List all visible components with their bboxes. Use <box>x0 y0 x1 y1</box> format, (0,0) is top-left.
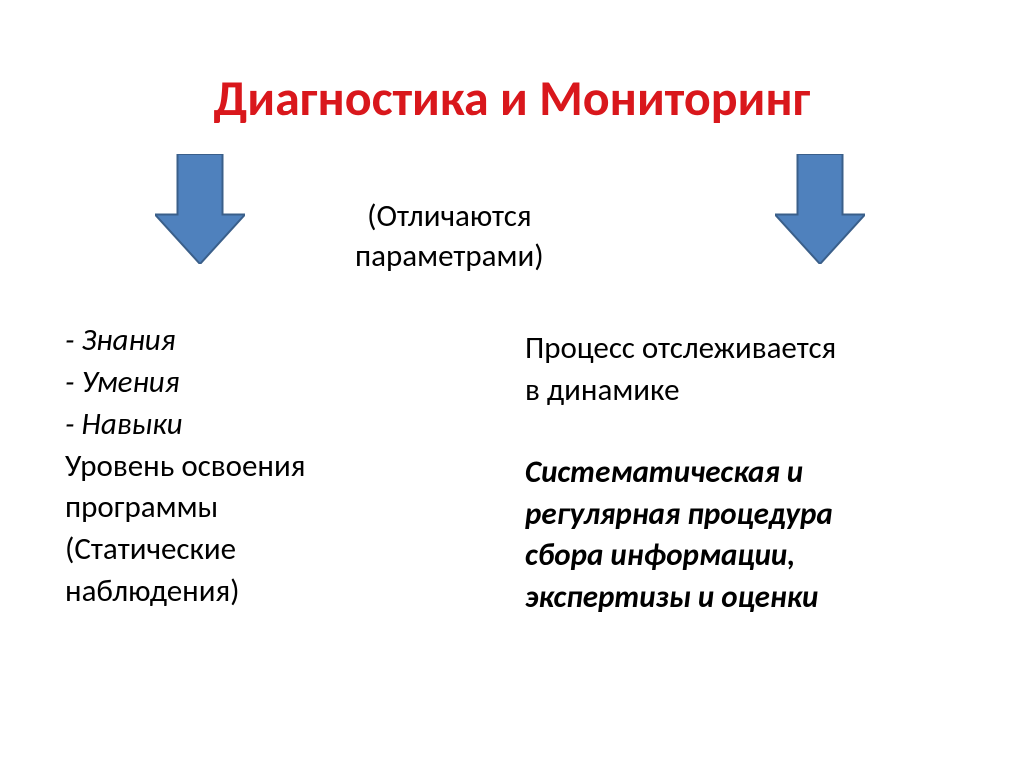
slide-title: Диагностика и Мониторинг <box>0 0 1024 129</box>
subtitle-line2: параметрами) <box>355 237 544 275</box>
right-item: Процесс отслеживается <box>525 328 836 370</box>
arrow-left <box>155 154 245 269</box>
right-item: регулярная процедура <box>525 494 836 536</box>
left-item: - Знания <box>65 320 305 362</box>
left-item: (Статические <box>65 529 305 571</box>
arrow-right <box>775 154 865 269</box>
left-item: Уровень освоения <box>65 446 305 488</box>
left-column: - Знания- Умения- НавыкиУровень освоения… <box>65 320 305 613</box>
right-item: экспертизы и оценки <box>525 577 836 619</box>
left-item: - Умения <box>65 362 305 404</box>
right-item: Систематическая и <box>525 452 836 494</box>
right-item: сбора информации, <box>525 535 836 577</box>
right-column: Процесс отслеживаетсяв динамике Системати… <box>525 328 836 619</box>
left-item: - Навыки <box>65 404 305 446</box>
subtitle-line1: (Отличаются <box>367 197 531 235</box>
subtitle-block: (Отличаются параметрами) <box>355 196 544 277</box>
left-item: программы <box>65 487 305 529</box>
right-item: в динамике <box>525 370 836 412</box>
left-item: наблюдения) <box>65 571 305 613</box>
